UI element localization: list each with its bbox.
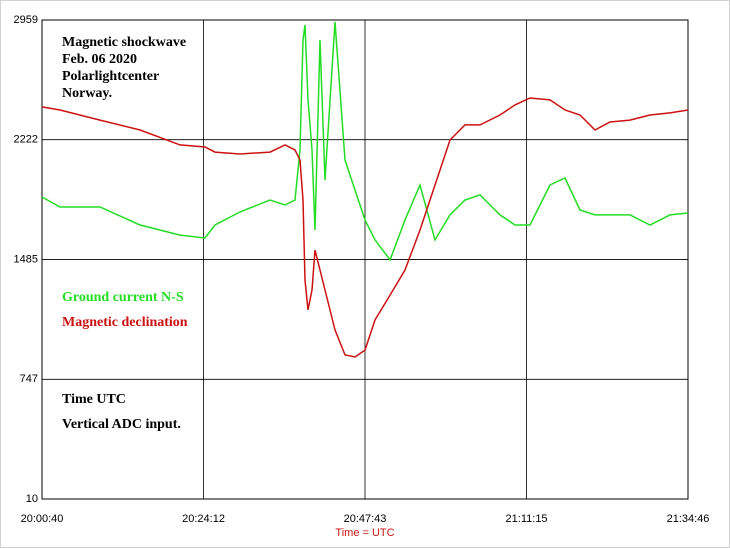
y-tick-label: 2959 (14, 14, 38, 26)
annotation: Magnetic shockwave (62, 35, 186, 50)
x-tick-label: 21:34:46 (667, 513, 710, 525)
series-line (41, 97, 689, 358)
y-tick-label: 747 (20, 373, 38, 385)
legend-label: Magnetic declination (62, 315, 188, 330)
annotation: Polarlightcenter (62, 69, 159, 84)
x-tick-label: 21:11:15 (506, 513, 548, 525)
x-tick-label: 20:47:43 (344, 513, 387, 525)
annotation: Norway. (62, 86, 112, 101)
y-tick-label: 2222 (14, 134, 38, 146)
annotation: Time UTC (62, 392, 126, 407)
x-tick-label: 20:00:40 (21, 513, 64, 525)
annotation: Feb. 06 2020 (62, 52, 137, 67)
series-line (41, 21, 689, 262)
x-axis-label: Time = UTC (335, 527, 394, 539)
annotation: Vertical ADC input. (62, 417, 181, 432)
legend-label: Ground current N-S (62, 290, 184, 305)
y-tick-label: 1485 (14, 253, 38, 265)
x-tick-label: 20:24:12 (182, 513, 225, 525)
y-tick-label: 10 (26, 493, 38, 505)
